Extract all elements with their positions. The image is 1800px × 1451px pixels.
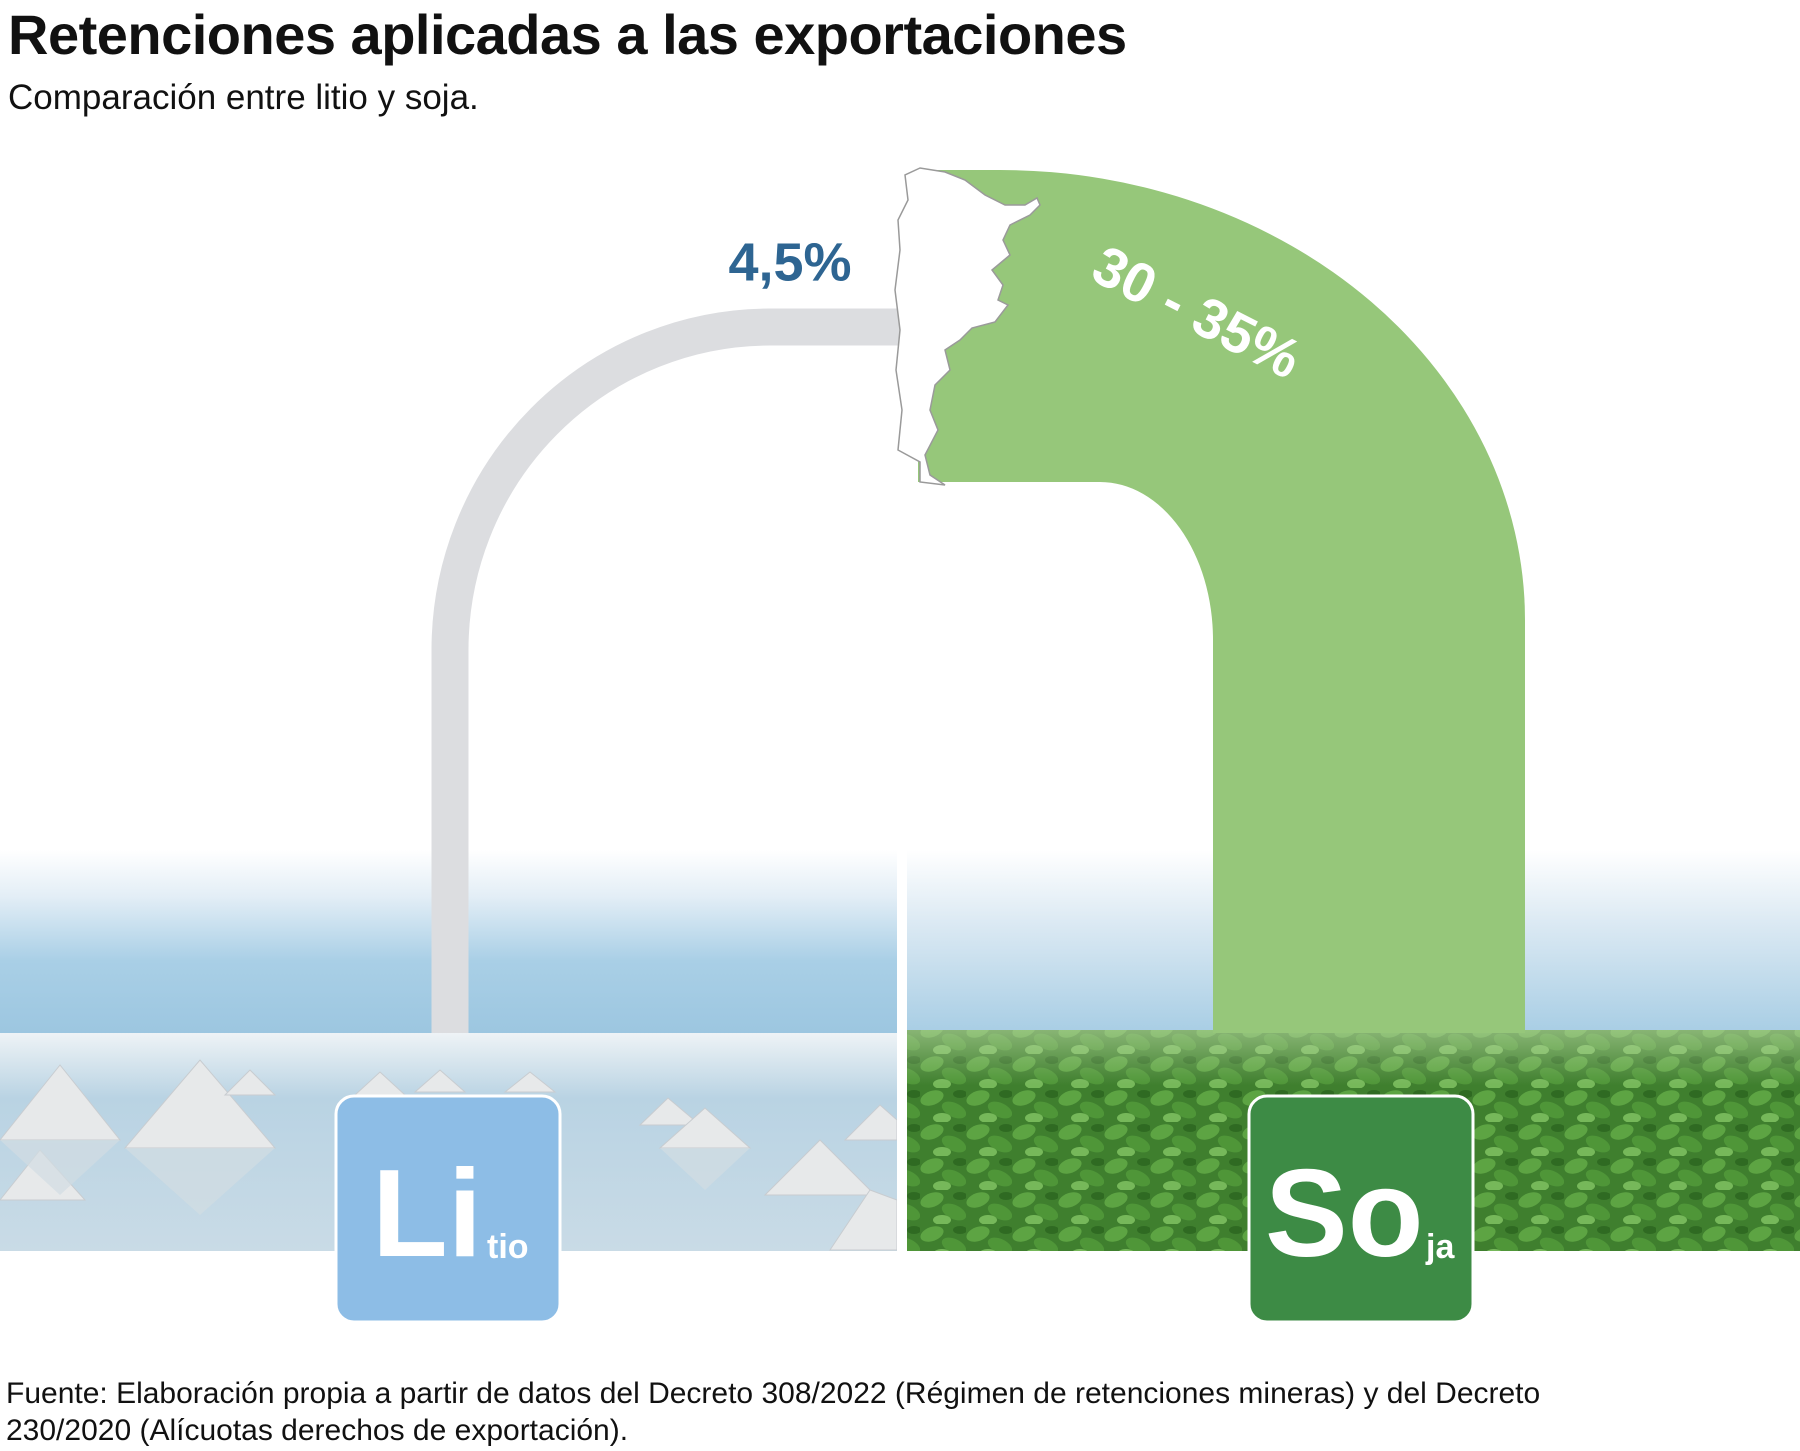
value-label: 4,5%: [728, 232, 851, 292]
element-symbol: So: [1265, 1145, 1423, 1283]
argentina-map: [894, 167, 1041, 486]
lithium-arc: [431, 308, 901, 1033]
title: Retenciones aplicadas a las exportacione…: [8, 3, 1127, 66]
sky-fade: [0, 720, 1800, 850]
lithium-tile: [334, 1094, 562, 1324]
source-note: Fuente: Elaboración propia a partir de d…: [6, 1377, 1541, 1447]
soy-tile: [1247, 1094, 1475, 1324]
divider: [897, 850, 907, 1251]
reflections: [0, 1140, 750, 1215]
element-symbol: Li: [372, 1145, 482, 1283]
soy-arc: [918, 170, 1525, 1033]
salt-piles: [0, 1059, 898, 1251]
element-suffix: tio: [487, 1228, 529, 1266]
element-suffix: ja: [1425, 1228, 1455, 1266]
subtitle: Comparación entre litio y soja.: [8, 78, 479, 117]
